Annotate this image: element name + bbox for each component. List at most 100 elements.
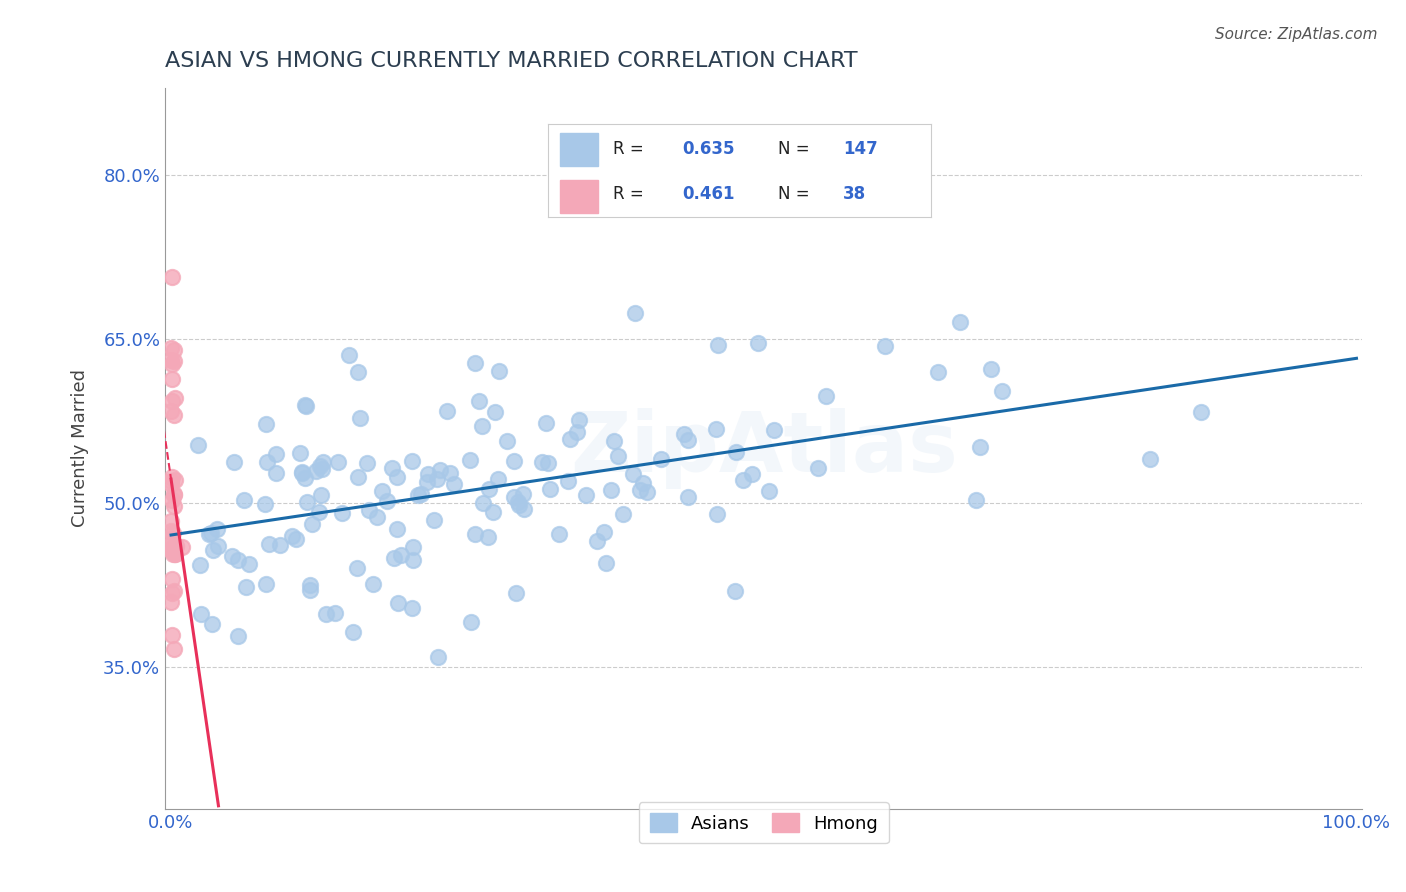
Point (235, 580, 257, 594)
Point (409, 487, 432, 501)
Point (426, 649, 449, 664)
Point (426, 472, 449, 486)
Point (631, 476, 654, 491)
Point (416, 467, 439, 481)
Point (875, 339, 897, 353)
Point (1139, 451, 1161, 466)
Point (257, 537, 280, 551)
Point (284, 532, 307, 546)
Point (980, 362, 1002, 376)
Point (723, 584, 745, 599)
Y-axis label: Currently Married: Currently Married (72, 369, 89, 527)
Point (301, 517, 323, 532)
Point (636, 485, 658, 500)
Point (747, 335, 769, 350)
Point (207, 539, 229, 553)
Point (503, 454, 526, 468)
Point (162, 628, 184, 642)
Point (298, 582, 321, 597)
Point (599, 483, 621, 497)
Point (381, 461, 404, 475)
Point (163, 642, 186, 657)
Point (357, 503, 380, 517)
Point (201, 617, 224, 632)
Point (814, 389, 837, 403)
Point (330, 506, 353, 520)
Point (346, 469, 368, 483)
Point (188, 558, 211, 572)
Point (673, 426, 696, 441)
Point (401, 600, 423, 615)
Point (163, 473, 186, 487)
Point (382, 550, 405, 565)
Point (508, 494, 530, 508)
Point (603, 434, 626, 448)
Point (160, 532, 183, 546)
Point (160, 524, 183, 538)
Point (706, 507, 728, 521)
Point (704, 422, 727, 436)
Point (512, 501, 534, 516)
Point (224, 455, 246, 469)
Point (163, 343, 186, 358)
Point (269, 538, 291, 552)
Point (160, 394, 183, 409)
Point (387, 522, 409, 536)
Point (725, 444, 748, 458)
Point (927, 365, 949, 379)
Point (460, 615, 482, 629)
Legend: Asians, Hmong: Asians, Hmong (638, 803, 889, 844)
Point (160, 269, 183, 284)
Point (291, 466, 314, 480)
Point (163, 488, 186, 502)
Point (308, 458, 330, 473)
Point (568, 413, 591, 427)
Point (356, 456, 378, 470)
Point (482, 504, 505, 518)
Point (160, 469, 183, 483)
Point (505, 586, 527, 600)
Point (512, 487, 534, 501)
Point (163, 547, 186, 561)
Point (162, 357, 184, 371)
Point (607, 450, 630, 464)
Point (162, 548, 184, 562)
Point (197, 526, 219, 541)
Point (385, 470, 408, 484)
Point (160, 403, 183, 417)
Point (200, 526, 222, 541)
Point (733, 473, 755, 487)
Point (623, 306, 645, 320)
Point (592, 524, 614, 539)
Point (238, 557, 260, 571)
Point (536, 456, 558, 470)
Point (160, 493, 183, 508)
Point (423, 513, 446, 527)
Point (162, 584, 184, 599)
Point (280, 529, 302, 543)
Point (298, 577, 321, 591)
Point (676, 433, 699, 447)
Point (565, 425, 588, 439)
Point (253, 498, 276, 512)
Point (294, 471, 316, 485)
Point (160, 541, 183, 556)
Point (530, 455, 553, 469)
Point (295, 400, 318, 414)
Point (165, 539, 187, 553)
Point (160, 586, 183, 600)
Point (990, 384, 1012, 399)
Point (477, 530, 499, 544)
Point (488, 364, 510, 378)
Point (375, 493, 398, 508)
Point (503, 491, 526, 505)
Point (160, 595, 183, 609)
Point (264, 466, 287, 480)
Point (337, 348, 360, 362)
Point (429, 463, 451, 477)
Point (650, 452, 672, 467)
Point (366, 510, 388, 524)
Point (628, 483, 651, 497)
Point (256, 455, 278, 469)
Point (558, 432, 581, 446)
